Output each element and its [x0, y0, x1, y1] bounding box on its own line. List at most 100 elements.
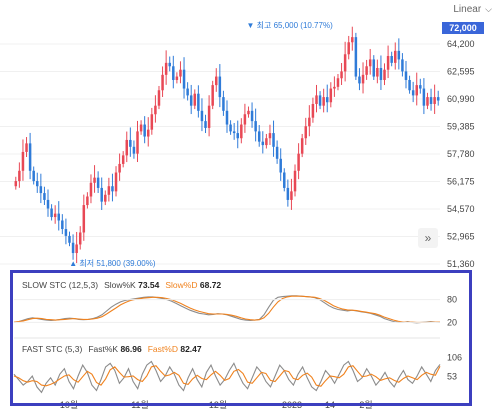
fast-k-value: 86.96 — [120, 344, 142, 354]
candle-body — [43, 193, 46, 200]
candle-body — [376, 67, 379, 77]
candle-body — [146, 129, 150, 137]
candle-body — [365, 66, 368, 75]
candle-body — [397, 50, 401, 60]
candle-body — [304, 126, 308, 139]
candle-body — [351, 37, 354, 43]
slow-stc-name: SLOW STC (12,5,3) — [22, 280, 99, 290]
fast-stc-lines — [13, 360, 441, 394]
candle-body — [433, 97, 436, 104]
slow-k-value: 73.54 — [138, 280, 160, 290]
candle-body — [372, 59, 376, 77]
candle-body — [236, 133, 239, 139]
slow-d-line — [13, 295, 440, 323]
candle-body — [311, 103, 315, 118]
candle-body — [68, 235, 71, 243]
candle-body — [129, 139, 132, 147]
candle-body — [329, 88, 333, 103]
candle-body — [204, 121, 207, 128]
candle-body — [257, 131, 261, 142]
candle-body — [415, 85, 418, 96]
candle-body — [393, 50, 397, 63]
candle-body — [161, 74, 164, 91]
candle-body — [211, 85, 214, 106]
candle-body — [93, 177, 96, 183]
candle-body — [36, 181, 39, 187]
candle-body — [386, 55, 390, 70]
candle-body — [186, 88, 189, 96]
candle-body — [78, 232, 82, 245]
candle-body — [308, 117, 311, 127]
candle-body — [336, 78, 340, 87]
price-tick-label: 52,965 — [447, 232, 475, 242]
fast-stc-legend: FAST STC (5,3) Fast%K 86.96 Fast%D 82.47 — [22, 344, 202, 354]
candlestick-series — [14, 26, 440, 264]
fast-d-value: 82.47 — [180, 344, 202, 354]
candle-body — [114, 172, 118, 192]
candle-body — [268, 133, 272, 139]
candle-body — [240, 124, 243, 139]
candle-body — [182, 69, 186, 89]
candle-body — [229, 124, 232, 132]
price-tick-label: 57,780 — [447, 149, 475, 159]
fast-tick-label: 53 — [447, 372, 457, 382]
candle-body — [197, 93, 200, 111]
candle-body — [358, 76, 361, 84]
fast-tick-label: 106 — [447, 352, 462, 362]
candle-body — [118, 163, 121, 173]
candle-body — [46, 199, 50, 209]
candle-body — [193, 93, 197, 106]
candle-body — [408, 79, 411, 91]
candle-body — [250, 110, 254, 122]
candle-body — [71, 242, 75, 254]
candle-body — [254, 121, 257, 132]
fast-k-line — [13, 360, 441, 394]
expand-button[interactable]: » — [418, 228, 438, 248]
candle-body — [86, 196, 89, 206]
candle-body — [89, 182, 93, 197]
scale-toggle[interactable]: Linear ⌵ — [453, 2, 492, 16]
price-tick-label: 64,200 — [447, 39, 475, 49]
candle-body — [154, 105, 157, 115]
candle-body — [82, 205, 86, 233]
slow-tick-label: 80 — [447, 295, 457, 305]
candle-body — [111, 186, 114, 192]
candle-body — [232, 131, 236, 134]
candle-body — [426, 97, 429, 106]
candle-body — [143, 124, 146, 137]
candle-body — [136, 131, 139, 154]
candle-body — [222, 97, 225, 111]
candle-body — [297, 153, 300, 171]
candle-body — [293, 170, 297, 192]
candle-body — [401, 59, 404, 72]
slow-k-label: Slow%K — [104, 280, 136, 290]
candle-body — [132, 146, 136, 154]
candle-body — [436, 97, 440, 101]
candle-body — [200, 110, 204, 122]
candle-body — [28, 143, 32, 171]
candle-body — [14, 181, 18, 187]
price-tick-label: 62,595 — [447, 67, 475, 77]
candle-body — [64, 229, 68, 236]
candle-body — [225, 110, 229, 125]
candle-body — [361, 74, 365, 84]
candle-body — [247, 110, 250, 115]
candle-body — [107, 186, 111, 195]
candle-body — [75, 244, 78, 254]
candle-body — [411, 90, 415, 96]
price-axis: 64,200 62,595 60,990 59,385 57,780 56,175 54,5… — [447, 39, 475, 269]
slow-d-value: 68.72 — [199, 280, 222, 290]
candle-body — [275, 146, 279, 159]
candle-body — [164, 62, 168, 75]
chevron-down-icon: ⌵ — [485, 3, 492, 14]
candle-body — [125, 139, 129, 156]
candle-body — [333, 86, 336, 89]
candle-body — [104, 194, 107, 202]
candle-body — [215, 76, 218, 86]
double-chevron-right-icon: » — [424, 231, 432, 245]
candle-body — [175, 76, 179, 80]
slow-tick-label: 20 — [447, 317, 457, 327]
indicator-axis: 80 20 106 53 — [14, 295, 462, 382]
candle-body — [379, 67, 383, 80]
